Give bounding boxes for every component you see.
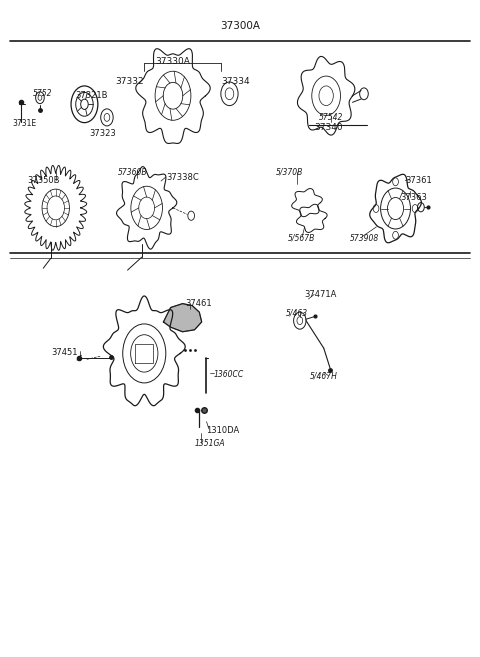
Text: 57542: 57542 [319,113,343,122]
Text: 5/467H: 5/467H [310,372,337,381]
Text: 3731E: 3731E [12,120,37,129]
Text: 37451: 37451 [51,348,77,357]
Polygon shape [163,304,202,332]
Text: 37363: 37363 [400,193,427,202]
Text: 5/567B: 5/567B [288,233,315,242]
Text: 37323: 37323 [89,129,116,138]
Text: 573908: 573908 [350,233,379,242]
Text: 57360B: 57360B [118,168,147,177]
Text: 5752: 5752 [33,89,53,99]
Text: 37350B: 37350B [27,176,60,185]
Text: 37334: 37334 [221,77,250,86]
Text: 37332: 37332 [116,77,144,86]
Text: 37361: 37361 [405,176,432,185]
Text: 5/370B: 5/370B [276,168,303,177]
Text: 37300A: 37300A [220,20,260,31]
Text: 5/463: 5/463 [286,309,308,318]
Text: 1310DA: 1310DA [206,426,240,435]
Text: 37461: 37461 [185,299,212,308]
Text: 37321B: 37321B [75,91,108,100]
Text: 37338C: 37338C [166,173,199,181]
Text: 1351GA: 1351GA [194,439,225,447]
Text: 37340: 37340 [314,124,343,132]
Text: 37471A: 37471A [305,290,337,299]
Text: 1360CC: 1360CC [214,370,244,379]
Text: 37330A: 37330A [156,57,191,66]
